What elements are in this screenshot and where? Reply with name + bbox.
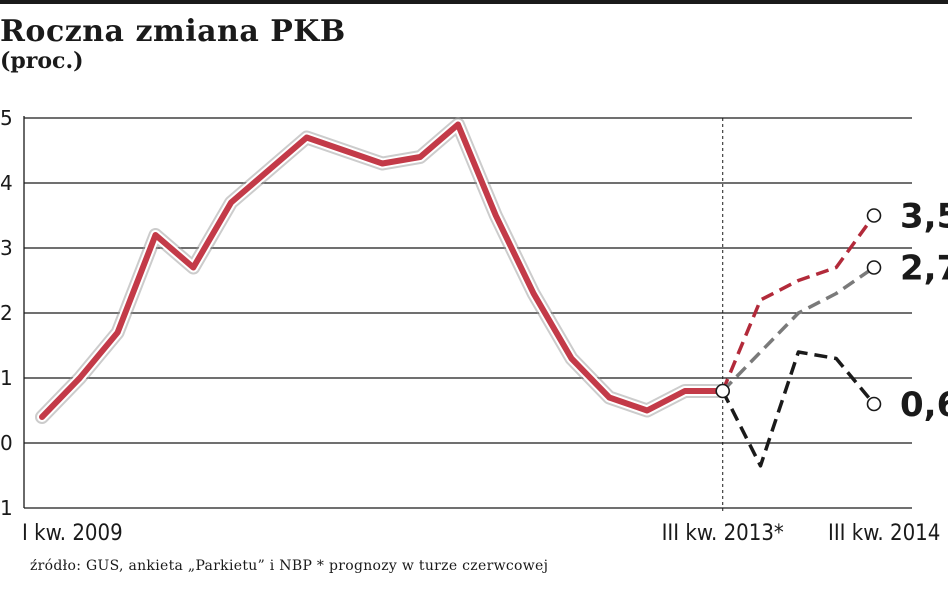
y-tick-label: 1 [0,366,13,390]
series-line-black_forecast [721,350,876,468]
series-markers [715,208,882,412]
series-lines [35,117,876,468]
source-note: źródło: GUS, ankieta „Parkietu” i NBP * … [30,558,549,574]
y-tick-label: 3 [0,236,13,260]
y-tick-labels: 1 0 1 2 3 4 5 [0,106,13,520]
x-tick-labels: I kw. 2009 III kw. 2013* III kw. 2014 [22,521,940,546]
series-line-red_forecast [721,214,876,392]
end-label-gray_forecast: 2,7 [900,249,948,289]
x-tick-label: I kw. 2009 [22,521,123,546]
y-tick-label: 5 [0,106,13,130]
x-tick-label: III kw. 2013* [662,521,784,546]
top-rule [0,0,948,4]
end-marker-black_forecast [866,396,882,412]
end-label-red_forecast: 3,5 [900,197,948,237]
end-label-black_forecast: 0,6 [900,385,948,425]
y-tick-label: 4 [0,171,13,195]
y-tick-label: 1 [0,496,13,520]
grid-lines [23,116,912,512]
forecast-start-marker [715,383,731,399]
end-marker-gray_forecast [866,260,882,275]
y-tick-label: 0 [0,431,13,455]
end-labels: 3,5 2,7 0,6 [900,197,948,426]
chart-title: Roczna zmiana PKB [0,14,346,49]
series-line-gray_forecast [721,266,875,393]
x-tick-label: III kw. 2014 [828,521,940,546]
end-marker-red_forecast [866,208,882,223]
chart-subtitle: (proc.) [0,48,84,74]
y-tick-label: 2 [0,301,13,325]
series-line-actual [39,121,726,420]
